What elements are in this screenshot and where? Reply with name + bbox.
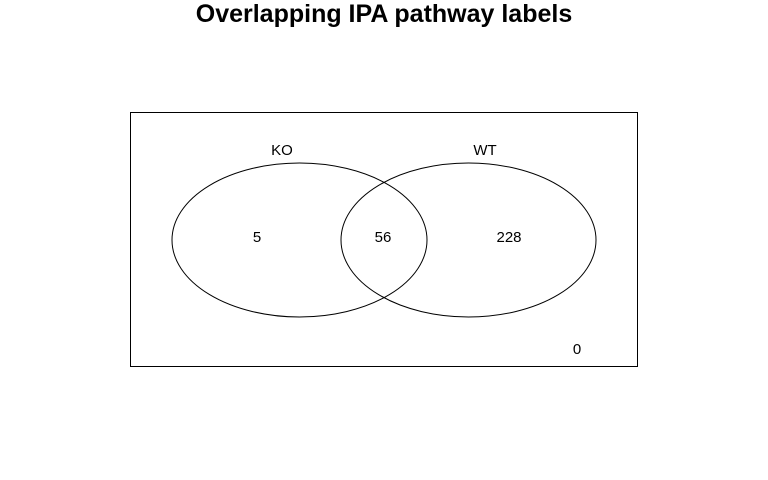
wt-set-label: WT bbox=[473, 142, 496, 159]
chart-title: Overlapping IPA pathway labels bbox=[195, 0, 573, 28]
ko-only-count: 5 bbox=[253, 229, 261, 246]
universe-box bbox=[130, 112, 638, 367]
ko-set-label: KO bbox=[271, 142, 293, 159]
intersection-count: 56 bbox=[375, 229, 392, 246]
wt-set-ellipse bbox=[340, 162, 597, 318]
wt-only-count: 228 bbox=[496, 229, 521, 246]
outside-count: 0 bbox=[573, 341, 581, 358]
ko-set-ellipse bbox=[171, 162, 428, 318]
